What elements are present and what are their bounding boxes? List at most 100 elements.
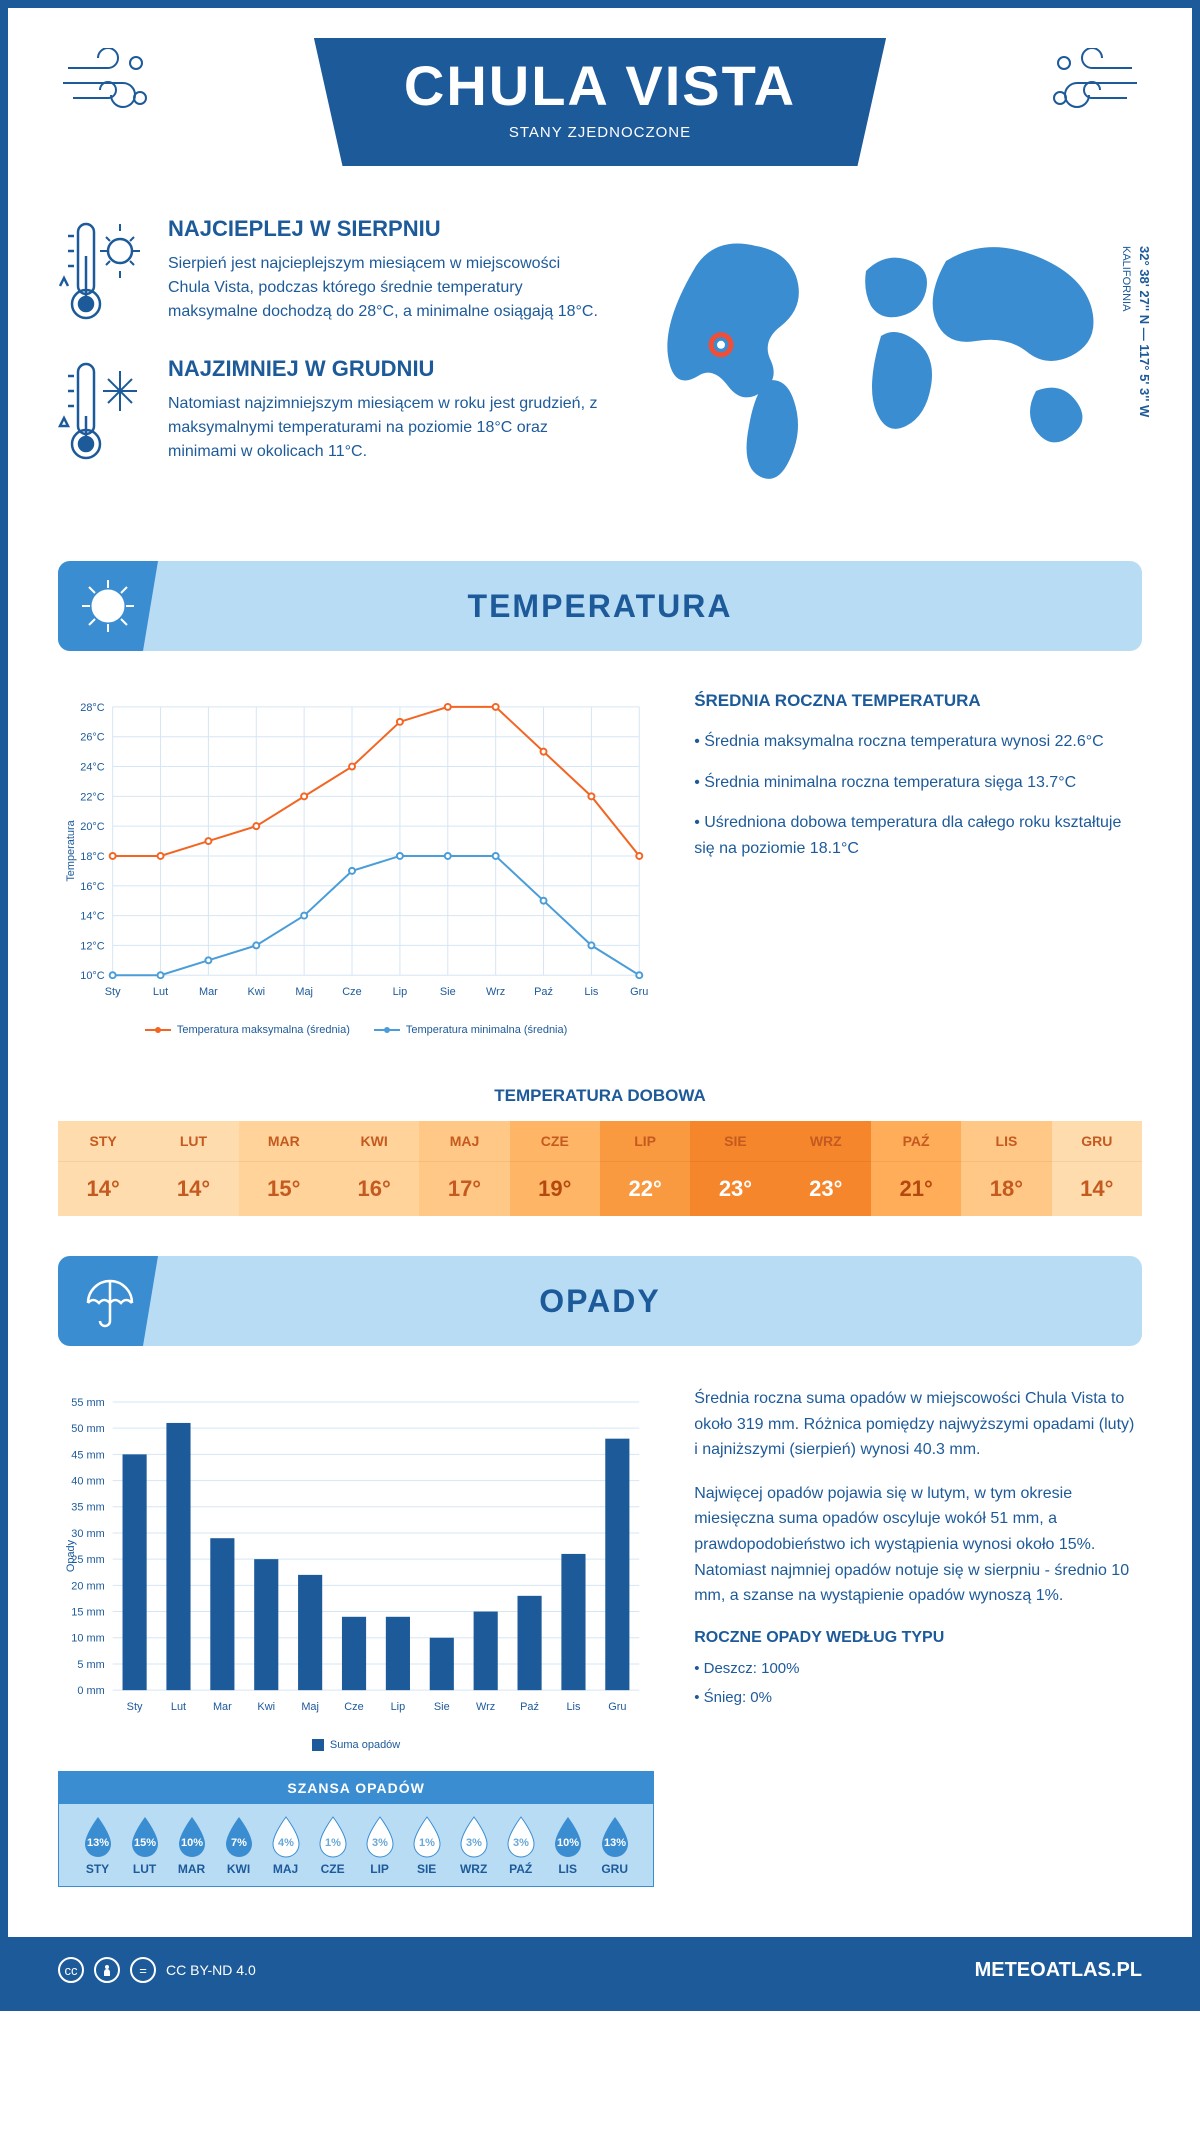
svg-text:40 mm: 40 mm: [71, 1476, 104, 1488]
daily-month: WRZ: [781, 1121, 871, 1162]
daily-temp-title: TEMPERATURA DOBOWA: [8, 1086, 1192, 1106]
legend-min-label: Temperatura minimalna (średnia): [406, 1024, 567, 1036]
chance-month: CZE: [309, 1862, 356, 1876]
daily-col: LUT14°: [148, 1121, 238, 1216]
temperature-legend: Temperatura maksymalna (średnia) Tempera…: [58, 1024, 654, 1036]
svg-text:Cze: Cze: [342, 986, 361, 998]
daily-value: 16°: [329, 1162, 419, 1216]
chance-col: 10% MAR: [168, 1814, 215, 1876]
svg-text:Wrz: Wrz: [486, 986, 505, 998]
raindrop-icon: 1%: [313, 1814, 353, 1858]
daily-month: PAŹ: [871, 1121, 961, 1162]
svg-text:Lut: Lut: [153, 986, 168, 998]
footer: cc = CC BY-ND 4.0 METEOATLAS.PL: [8, 1937, 1192, 2003]
svg-text:1%: 1%: [325, 1837, 341, 1849]
header-banner: CHULA VISTA STANY ZJEDNOCZONE: [314, 38, 886, 166]
svg-text:18°C: 18°C: [80, 851, 105, 863]
svg-text:3%: 3%: [372, 1837, 388, 1849]
coldest-title: NAJZIMNIEJ W GRUDNIU: [168, 356, 600, 382]
temp-summary-point: • Średnia maksymalna roczna temperatura …: [694, 729, 1142, 755]
city-title: CHULA VISTA: [404, 53, 796, 118]
temperature-line-chart: 10°C12°C14°C16°C18°C20°C22°C24°C26°C28°C…: [58, 691, 654, 1011]
svg-text:30 mm: 30 mm: [71, 1528, 104, 1540]
chance-col: 7%KWI: [215, 1814, 262, 1876]
daily-col: WRZ23°: [781, 1121, 871, 1216]
svg-text:15%: 15%: [134, 1837, 156, 1849]
raindrop-icon: 10%: [172, 1814, 212, 1858]
daily-value: 22°: [600, 1162, 690, 1216]
chance-title: SZANSA OPADÓW: [59, 1772, 653, 1804]
precip-type-item: • Śnieg: 0%: [694, 1686, 1142, 1710]
daily-value: 18°: [961, 1162, 1051, 1216]
daily-col: STY14°: [58, 1121, 148, 1216]
chance-col: 15% LUT: [121, 1814, 168, 1876]
raindrop-icon: 7%: [219, 1814, 259, 1858]
precip-types-title: ROCZNE OPADY WEDŁUG TYPU: [694, 1629, 1142, 1647]
raindrop-icon: 3%: [360, 1814, 400, 1858]
daily-month: KWI: [329, 1121, 419, 1162]
svg-text:5 mm: 5 mm: [77, 1659, 104, 1671]
chance-col: 13% GRU: [591, 1814, 638, 1876]
raindrop-icon: 13%: [595, 1814, 635, 1858]
svg-text:16°C: 16°C: [80, 881, 105, 893]
wind-icon: [58, 48, 158, 131]
coldest-block: NAJZIMNIEJ W GRUDNIU Natomiast najzimnie…: [58, 356, 600, 466]
precip-chance-box: SZANSA OPADÓW 13%STY 15% LUT 10% MAR7%KWI4%M…: [58, 1771, 654, 1887]
temperature-title: TEMPERATURA: [468, 588, 733, 625]
svg-text:Sty: Sty: [127, 1701, 143, 1713]
chance-month: LIS: [544, 1862, 591, 1876]
temp-summary-point: • Uśredniona dobowa temperatura dla całe…: [694, 810, 1142, 861]
daily-month: STY: [58, 1121, 148, 1162]
region-label: KALIFORNIA: [1120, 246, 1132, 311]
svg-text:Kwi: Kwi: [257, 1701, 275, 1713]
daily-month: LIP: [600, 1121, 690, 1162]
svg-text:Lip: Lip: [391, 1701, 406, 1713]
chance-col: 3%WRZ: [450, 1814, 497, 1876]
chance-col: 10% LIS: [544, 1814, 591, 1876]
chance-col: 3%PAŹ: [497, 1814, 544, 1876]
site-name: METEOATLAS.PL: [975, 1959, 1142, 1982]
svg-text:22°C: 22°C: [80, 791, 105, 803]
chance-col: 13%STY: [74, 1814, 121, 1876]
temperature-section-header: TEMPERATURA: [58, 561, 1142, 651]
daily-month: SIE: [690, 1121, 780, 1162]
svg-text:20 mm: 20 mm: [71, 1580, 104, 1592]
daily-col: GRU14°: [1052, 1121, 1142, 1216]
svg-text:Sty: Sty: [105, 986, 121, 998]
chance-col: 4%MAJ: [262, 1814, 309, 1876]
daily-col: PAŹ21°: [871, 1121, 961, 1216]
legend-max-label: Temperatura maksymalna (średnia): [177, 1024, 350, 1036]
svg-text:15 mm: 15 mm: [71, 1607, 104, 1619]
svg-text:10%: 10%: [557, 1837, 579, 1849]
legend-bar-label: Suma opadów: [330, 1739, 400, 1751]
svg-text:3%: 3%: [466, 1837, 482, 1849]
precip-type-item: • Deszcz: 100%: [694, 1657, 1142, 1681]
chance-month: MAR: [168, 1862, 215, 1876]
by-icon: [94, 1957, 120, 1983]
svg-text:Gru: Gru: [608, 1701, 626, 1713]
sun-icon: [58, 561, 158, 651]
raindrop-icon: 1%: [407, 1814, 447, 1858]
chance-month: LUT: [121, 1862, 168, 1876]
wind-icon: [1042, 48, 1142, 131]
precip-summary-para: Najwięcej opadów pojawia się w lutym, w …: [694, 1481, 1142, 1609]
daily-month: LIS: [961, 1121, 1051, 1162]
svg-text:Paź: Paź: [534, 986, 553, 998]
license-text: CC BY-ND 4.0: [166, 1962, 256, 1978]
thermometer-hot-icon: [58, 216, 148, 326]
svg-text:Kwi: Kwi: [247, 986, 265, 998]
nd-icon: =: [130, 1957, 156, 1983]
svg-text:20°C: 20°C: [80, 821, 105, 833]
svg-text:10°C: 10°C: [80, 970, 105, 982]
svg-text:Gru: Gru: [630, 986, 648, 998]
license-block: cc = CC BY-ND 4.0: [58, 1957, 256, 1983]
daily-col: CZE19°: [510, 1121, 600, 1216]
chance-month: GRU: [591, 1862, 638, 1876]
svg-text:14°C: 14°C: [80, 911, 105, 923]
daily-value: 23°: [781, 1162, 871, 1216]
svg-text:26°C: 26°C: [80, 732, 105, 744]
svg-text:50 mm: 50 mm: [71, 1423, 104, 1435]
svg-text:Lis: Lis: [566, 1701, 581, 1713]
chance-month: PAŹ: [497, 1862, 544, 1876]
coordinates: 32° 38' 27'' N — 117° 5' 3'' W: [1137, 246, 1152, 417]
